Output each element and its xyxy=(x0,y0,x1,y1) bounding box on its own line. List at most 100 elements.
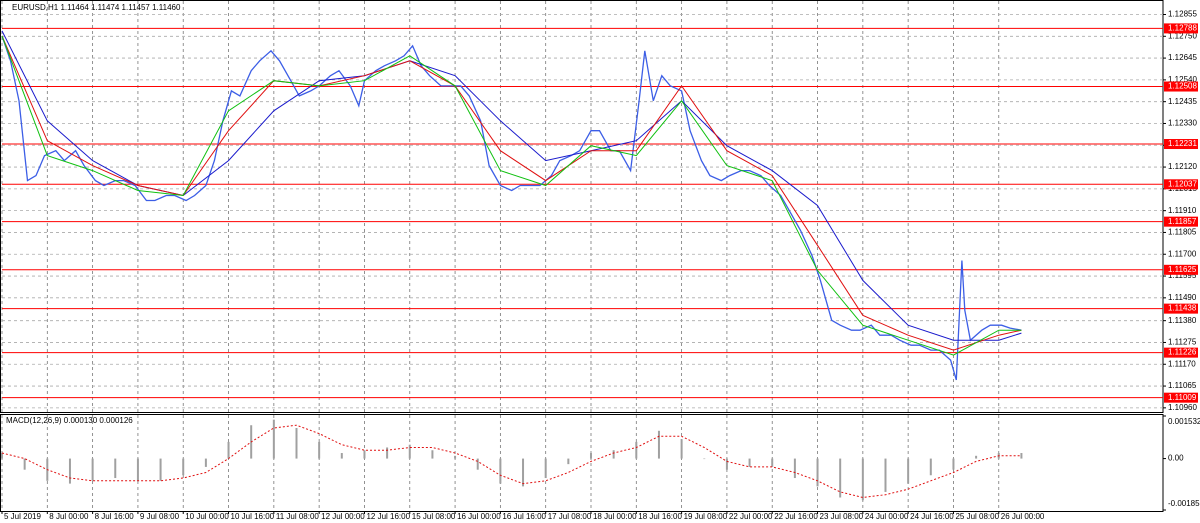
macd-bar xyxy=(68,458,71,484)
y-tick-label: 1.12435 xyxy=(1168,97,1197,106)
macd-bar xyxy=(1020,453,1023,459)
x-tick-label: 5 Jul 2019 xyxy=(4,512,41,521)
x-tick-label: 11 Jul 08:00 xyxy=(276,512,320,521)
y-tick-label: 1.11275 xyxy=(1168,338,1197,347)
y-tick-label: 1.12120 xyxy=(1168,162,1197,171)
macd-bar xyxy=(23,458,26,470)
macd-bar xyxy=(454,455,457,459)
x-tick-label: 22 Jul 00:00 xyxy=(729,512,773,521)
macd-bar xyxy=(884,458,887,492)
x-tick-label: 24 Jul 00:00 xyxy=(865,512,909,521)
y-tick-label: 1.11910 xyxy=(1168,206,1197,215)
price-panel xyxy=(0,0,1164,413)
macd-bar xyxy=(522,458,525,487)
macd-bar xyxy=(567,458,570,465)
macd-bar xyxy=(635,441,638,459)
macd-bar xyxy=(318,441,321,459)
macd-bar xyxy=(771,458,774,467)
x-tick-label: 18 Jul 16:00 xyxy=(638,512,682,521)
y-tick-label: 1.11700 xyxy=(1168,249,1197,258)
level-label: 1.12508 xyxy=(1168,82,1197,91)
macd-bar xyxy=(544,458,547,479)
level-label: 1.11009 xyxy=(1168,393,1197,402)
macd-bar xyxy=(657,430,660,459)
y-tick-label: 0.00 xyxy=(1168,454,1184,463)
y-tick-label: 1.11170 xyxy=(1168,359,1196,368)
moving-average xyxy=(1,35,1022,351)
macd-bar xyxy=(929,458,932,476)
x-tick-label: 8 Jul 16:00 xyxy=(95,512,135,521)
x-tick-label: 18 Jul 00:00 xyxy=(593,512,637,521)
y-tick-label: 1.11065 xyxy=(1168,381,1197,390)
macd-bar xyxy=(861,458,864,501)
macd-bar xyxy=(408,444,411,459)
level-label: 1.11438 xyxy=(1168,304,1197,313)
price-line xyxy=(1,35,1022,381)
macd-bar xyxy=(589,453,592,459)
y-tick-label: 1.10960 xyxy=(1168,403,1197,412)
x-tick-label: 24 Jul 16:00 xyxy=(910,512,954,521)
y-tick-label: 1.12855 xyxy=(1168,10,1197,19)
chart-title: EURUSD,H1 1.11464 1.11474 1.11457 1.1146… xyxy=(12,3,181,12)
macd-bar xyxy=(793,458,796,479)
level-label: 1.12037 xyxy=(1168,179,1197,188)
level-label-box xyxy=(1164,81,1198,92)
x-tick-label: 26 Jul 00:00 xyxy=(1001,512,1045,521)
x-tick-label: 22 Jul 16:00 xyxy=(774,512,818,521)
macd-bar xyxy=(386,447,389,459)
x-tick-label: 9 Jul 08:00 xyxy=(140,512,180,521)
moving-average xyxy=(1,35,1022,356)
macd-bar xyxy=(182,458,185,476)
macd-bar xyxy=(816,458,819,487)
y-tick-label: 1.11380 xyxy=(1168,316,1197,325)
macd-bar xyxy=(748,458,751,467)
x-tick-label: 17 Jul 08:00 xyxy=(548,512,592,521)
macd-bar xyxy=(680,439,683,459)
macd-panel xyxy=(0,414,1164,512)
x-tick-label: 8 Jul 00:00 xyxy=(49,512,89,521)
macd-bar xyxy=(91,458,94,481)
y-tick-label: -0.00185 xyxy=(1168,499,1200,508)
macd-bar xyxy=(907,458,910,484)
x-tick-label: 19 Jul 08:00 xyxy=(684,512,728,521)
x-tick-label: 15 Jul 08:00 xyxy=(412,512,456,521)
macd-bar xyxy=(952,458,955,470)
macd-bar xyxy=(295,428,298,459)
macd-bar xyxy=(159,458,162,481)
macd-bar xyxy=(725,458,728,470)
level-label-box xyxy=(1164,264,1198,275)
x-tick-label: 23 Jul 08:00 xyxy=(820,512,864,521)
level-label-box xyxy=(1164,179,1198,190)
x-tick-label: 16 Jul 16:00 xyxy=(502,512,546,521)
level-label: 1.11857 xyxy=(1168,217,1197,226)
macd-bar xyxy=(476,458,479,470)
macd-bar xyxy=(839,458,842,498)
signal-line xyxy=(1,424,1022,499)
macd-bar xyxy=(204,458,207,467)
level-label-box xyxy=(1164,23,1198,34)
level-label-box xyxy=(1164,139,1198,150)
y-tick-label: 1.12330 xyxy=(1168,119,1197,128)
x-tick-label: 12 Jul 00:00 xyxy=(321,512,365,521)
level-label: 1.12231 xyxy=(1168,139,1197,148)
macd-bar xyxy=(1,453,3,459)
y-tick-label: 1.12750 xyxy=(1168,31,1197,40)
x-tick-label: 12 Jul 16:00 xyxy=(366,512,410,521)
level-label-box xyxy=(1164,347,1198,358)
macd-bar xyxy=(703,458,706,460)
level-label-box xyxy=(1164,216,1198,227)
macd-bar xyxy=(975,455,978,459)
macd-bar xyxy=(612,450,615,459)
x-tick-label: 10 Jul 16:00 xyxy=(231,512,275,521)
macd-bar xyxy=(114,458,117,479)
x-tick-label: 25 Jul 08:00 xyxy=(955,512,999,521)
macd-bar xyxy=(499,458,502,484)
macd-bar xyxy=(340,453,343,459)
macd-bar xyxy=(227,441,230,459)
y-tick-label: 1.11595 xyxy=(1168,271,1197,280)
x-tick-label: 16 Jul 00:00 xyxy=(457,512,501,521)
y-tick-label: 0.001532 xyxy=(1168,417,1200,426)
y-tick-label: 1.11490 xyxy=(1168,293,1197,302)
level-label: 1.12788 xyxy=(1168,24,1197,33)
